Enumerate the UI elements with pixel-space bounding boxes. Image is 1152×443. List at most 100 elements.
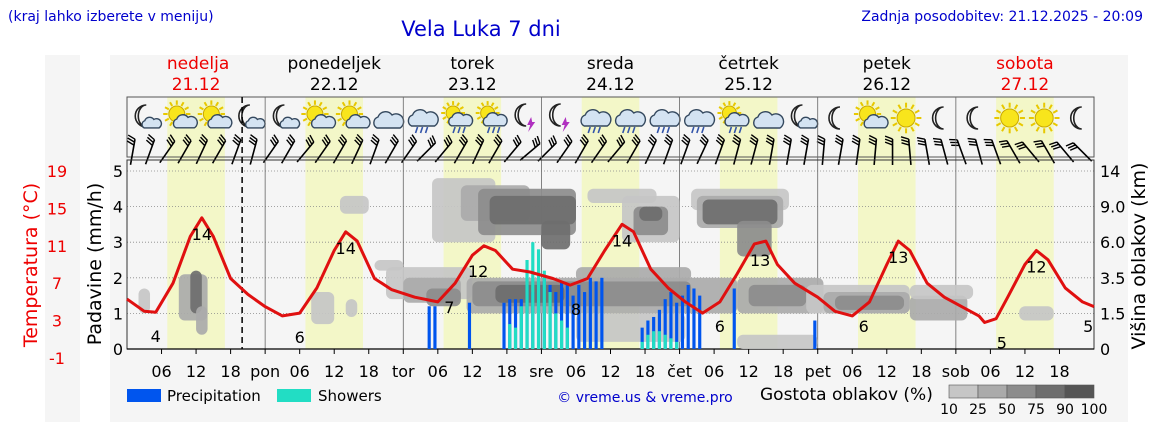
precipitation-bar bbox=[640, 327, 644, 349]
cloud-scale-swatch bbox=[977, 384, 1008, 399]
sun-ray bbox=[476, 106, 482, 110]
wind-barb bbox=[434, 134, 453, 163]
sun-icon bbox=[994, 102, 1025, 134]
wind-barb-flag bbox=[665, 136, 672, 144]
sun-ray bbox=[735, 106, 741, 110]
wind-barb-flag bbox=[835, 137, 843, 143]
precipitation-bar bbox=[686, 284, 690, 349]
wind-barb-flag bbox=[458, 139, 465, 147]
rain-drop bbox=[733, 126, 738, 134]
sun-ray bbox=[199, 117, 204, 122]
wind-barb-flag bbox=[271, 136, 278, 145]
rain-cloud-icon bbox=[580, 109, 612, 134]
shower-bar bbox=[657, 331, 662, 349]
temperature-tick: 19 bbox=[47, 162, 67, 181]
temperature-label: 4 bbox=[151, 327, 161, 346]
temperature-tick: -1 bbox=[49, 349, 65, 368]
sun-ray bbox=[859, 101, 864, 107]
cloud-scale-swatch bbox=[1035, 384, 1066, 399]
cloud-scale-label: 10 bbox=[940, 402, 958, 418]
wind-barb-flag bbox=[647, 139, 655, 147]
wind-barb bbox=[556, 134, 573, 164]
sun-ray bbox=[307, 121, 312, 127]
wind-barb-flag bbox=[1049, 141, 1058, 146]
precipitation-bar bbox=[698, 295, 702, 349]
precipitation-bar bbox=[502, 302, 506, 349]
wind-barb-flag bbox=[1014, 141, 1023, 146]
wind-barb-flag bbox=[548, 139, 553, 148]
cloud-shape bbox=[753, 111, 785, 129]
cloud-area bbox=[339, 195, 369, 214]
sun-ray bbox=[169, 121, 174, 127]
wind-barb bbox=[607, 134, 626, 163]
wind-barb-flag bbox=[800, 140, 808, 146]
wind-barb-flag bbox=[427, 139, 432, 148]
wind-barb-flag bbox=[145, 139, 153, 146]
wind-barb-flag bbox=[411, 134, 418, 142]
wind-barb-shaft bbox=[803, 139, 810, 165]
wind-barb-flag bbox=[783, 134, 792, 140]
wind-barb-shaft bbox=[434, 141, 453, 163]
sun-ray bbox=[1052, 122, 1058, 127]
wind-barb-flag bbox=[618, 136, 624, 145]
wind-barb-flag bbox=[391, 136, 398, 144]
wind-barb bbox=[262, 134, 280, 164]
cloud-scale-swatch bbox=[1006, 384, 1037, 399]
wind-barb-flag bbox=[683, 133, 691, 141]
wind-barb-flag bbox=[534, 137, 539, 146]
wind-barb-flag bbox=[356, 133, 364, 141]
wind-barb-flag bbox=[933, 140, 942, 144]
wind-barb-flag bbox=[632, 136, 640, 144]
wind-barb-shaft bbox=[768, 139, 775, 165]
sun-ray bbox=[914, 109, 920, 114]
x-tick-label: 12 bbox=[877, 362, 897, 381]
cloud-scale-label: 25 bbox=[969, 402, 987, 418]
x-axis-ticks: 06 12 18 pon 06 12 18 tor 06 12 18 sre 06 12 18 čet 06 12… bbox=[151, 349, 1070, 381]
wind-barb-flag bbox=[597, 139, 604, 147]
wind-barb bbox=[967, 137, 984, 165]
wind-barb-shaft bbox=[159, 140, 176, 164]
wind-barb-flag bbox=[339, 136, 346, 144]
credit-link[interactable]: © vreme.us & vreme.pro bbox=[557, 390, 732, 406]
wind-barb-flag bbox=[967, 137, 976, 141]
cloud-area bbox=[575, 267, 692, 282]
wind-barb bbox=[314, 134, 331, 164]
sun-ray bbox=[1052, 109, 1058, 114]
sun-ray bbox=[897, 126, 902, 132]
shower-bar bbox=[646, 334, 650, 349]
temperature-label: 6 bbox=[715, 317, 725, 336]
shower-bar bbox=[565, 327, 569, 349]
wind-barb-flag bbox=[337, 139, 345, 147]
sun-ray bbox=[203, 101, 208, 107]
lightning-bolt bbox=[527, 117, 536, 132]
moon-shape bbox=[1070, 106, 1082, 130]
sun-ray bbox=[910, 126, 915, 132]
shower-bar bbox=[559, 320, 564, 349]
moon-cloud-icon bbox=[272, 104, 301, 129]
sun-cloud-icon bbox=[853, 100, 889, 129]
wind-barb-flag bbox=[232, 139, 240, 146]
wind-barb-flag bbox=[355, 136, 362, 144]
sun-disc bbox=[1000, 108, 1020, 128]
x-tick-label: 12 bbox=[186, 362, 206, 381]
cloud-density-scale: 10 25 50 75 90 100 bbox=[940, 384, 1107, 418]
wind-barb-flag bbox=[817, 134, 825, 140]
sun-ray bbox=[914, 122, 920, 127]
sun-ray bbox=[442, 106, 447, 110]
precipitation-bar bbox=[467, 302, 472, 349]
rain-drop bbox=[728, 126, 733, 134]
wind-barb-flag bbox=[884, 135, 893, 140]
cloud-shape bbox=[482, 112, 508, 127]
wind-barb-flag bbox=[1018, 145, 1027, 150]
region-note[interactable]: (kraj lahko izberete v meniju) bbox=[8, 9, 214, 25]
wind-barb-flag bbox=[182, 139, 189, 147]
sun-ray bbox=[164, 117, 170, 122]
wind-barb-shaft bbox=[400, 140, 418, 164]
moon-icon bbox=[966, 106, 979, 130]
shower-bar bbox=[508, 324, 512, 349]
wind-barb-flag bbox=[273, 134, 279, 142]
wind-barb-flag bbox=[566, 134, 573, 142]
rain-drop bbox=[597, 126, 601, 134]
temperature-label: 5 bbox=[997, 334, 1007, 353]
